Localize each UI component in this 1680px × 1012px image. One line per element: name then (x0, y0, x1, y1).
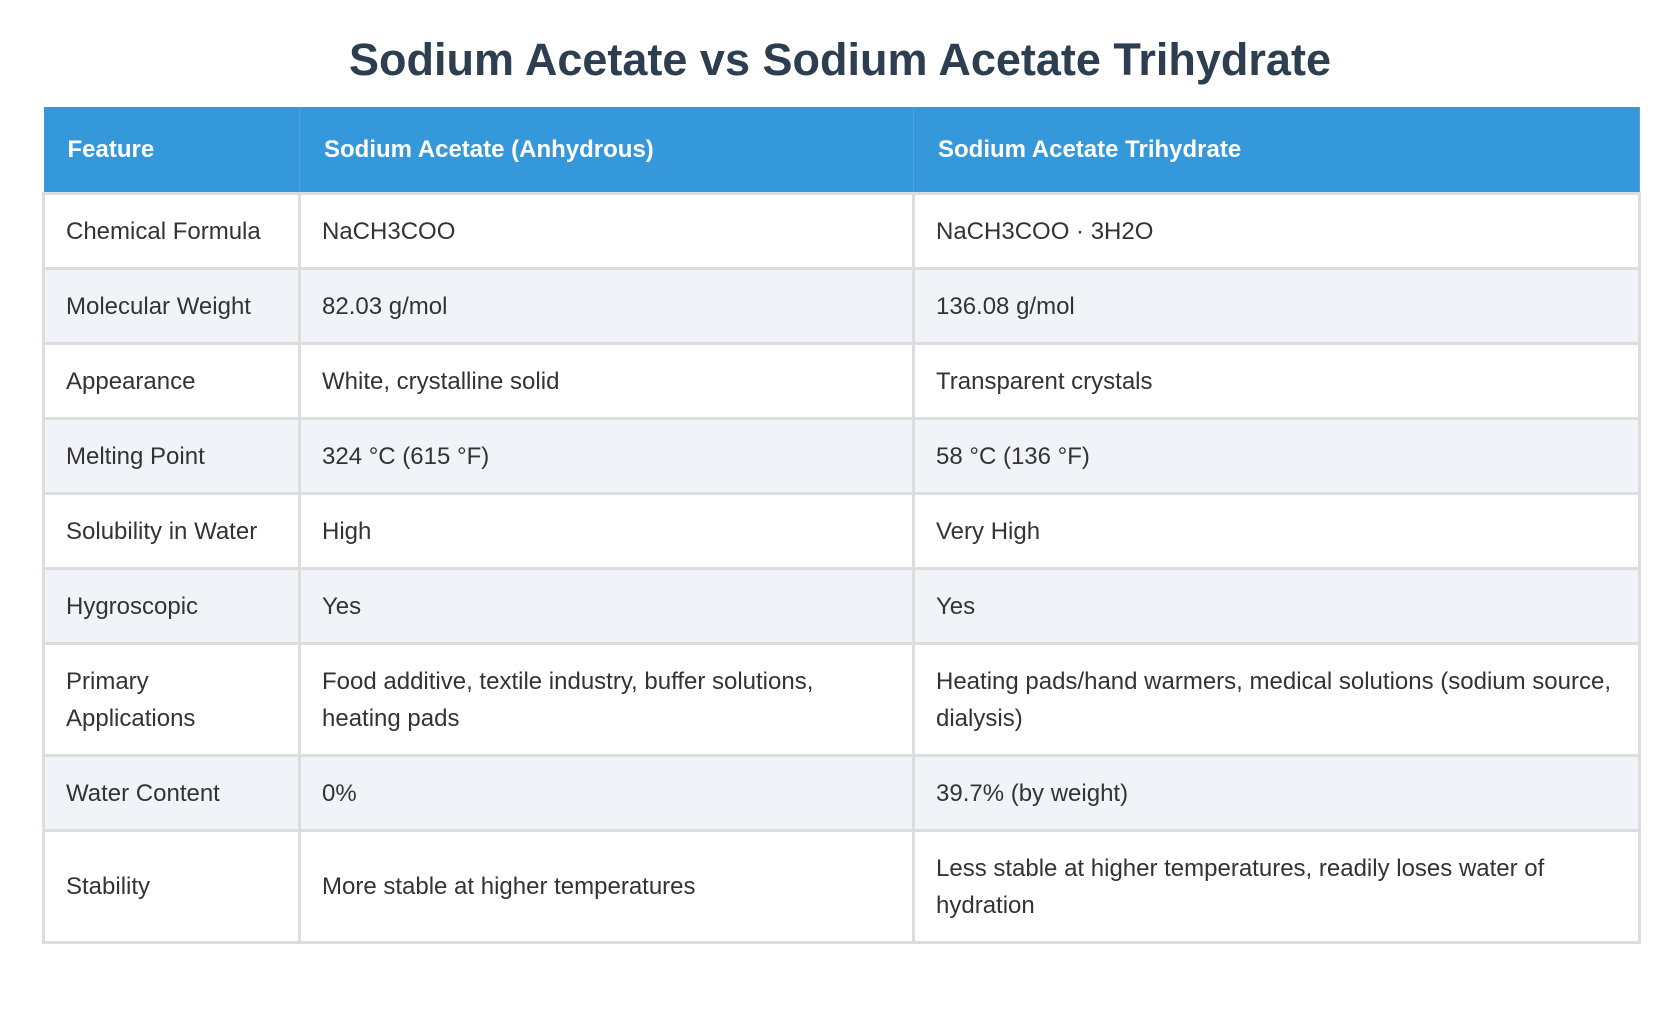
feature-cell: Chemical Formula (42, 192, 301, 270)
value-cell: Yes (298, 567, 915, 645)
value-cell: Less stable at higher temperatures, read… (912, 829, 1641, 944)
value-cell: 82.03 g/mol (298, 267, 915, 345)
value-cell: White, crystalline solid (298, 342, 915, 420)
feature-cell: Stability (42, 829, 301, 944)
value-cell: NaCH3COO (298, 192, 915, 270)
value-cell: 0% (298, 754, 915, 832)
table-row: Melting Point 324 °C (615 °F) 58 °C (136 °… (42, 417, 1641, 495)
feature-cell: Water Content (42, 754, 301, 832)
value-cell: Yes (912, 567, 1641, 645)
column-header: Feature (43, 107, 300, 194)
feature-cell: Melting Point (42, 417, 301, 495)
table-row: Solubility in Water High Very High (42, 492, 1641, 570)
value-cell: 136.08 g/mol (912, 267, 1641, 345)
feature-cell: Appearance (42, 342, 301, 420)
table-row: Appearance White, crystalline solid Transp… (42, 342, 1641, 420)
value-cell: Very High (912, 492, 1641, 570)
column-header: Sodium Acetate (Anhydrous) (299, 107, 914, 194)
value-cell: 39.7% (by weight) (912, 754, 1641, 832)
feature-cell: Molecular Weight (42, 267, 301, 345)
value-cell: Food additive, textile industry, buffer … (298, 642, 915, 757)
table-row: Molecular Weight 82.03 g/mol 136.08 g/mol (42, 267, 1641, 345)
value-cell: High (298, 492, 915, 570)
feature-cell: Hygroscopic (42, 567, 301, 645)
value-cell: Transparent crystals (912, 342, 1641, 420)
value-cell: Heating pads/hand warmers, medical solut… (912, 642, 1641, 757)
table-row: Hygroscopic Yes Yes (42, 567, 1641, 645)
comparison-table: Feature Sodium Acetate (Anhydrous) Sodiu… (42, 107, 1641, 944)
value-cell: More stable at higher temperatures (298, 829, 915, 944)
table-row: Primary Applications Food additive, texti… (42, 642, 1641, 757)
value-cell: 324 °C (615 °F) (298, 417, 915, 495)
table-body: Chemical Formula NaCH3COO NaCH3COO · 3H2O M… (42, 192, 1641, 944)
page-title: Sodium Acetate vs Sodium Acetate Trihydr… (349, 34, 1331, 85)
table-row: Water Content 0% 39.7% (by weight) (42, 754, 1641, 832)
table-head: Feature Sodium Acetate (Anhydrous) Sodiu… (43, 107, 1640, 194)
feature-cell: Primary Applications (42, 642, 301, 757)
table-row: Stability More stable at higher temperatu… (42, 829, 1641, 944)
table-row: Chemical Formula NaCH3COO NaCH3COO · 3H2O (42, 192, 1641, 270)
column-header: Sodium Acetate Trihydrate (913, 107, 1640, 194)
header-row: Feature Sodium Acetate (Anhydrous) Sodiu… (43, 107, 1640, 194)
value-cell: 58 °C (136 °F) (912, 417, 1641, 495)
value-cell: NaCH3COO · 3H2O (912, 192, 1641, 270)
feature-cell: Solubility in Water (42, 492, 301, 570)
